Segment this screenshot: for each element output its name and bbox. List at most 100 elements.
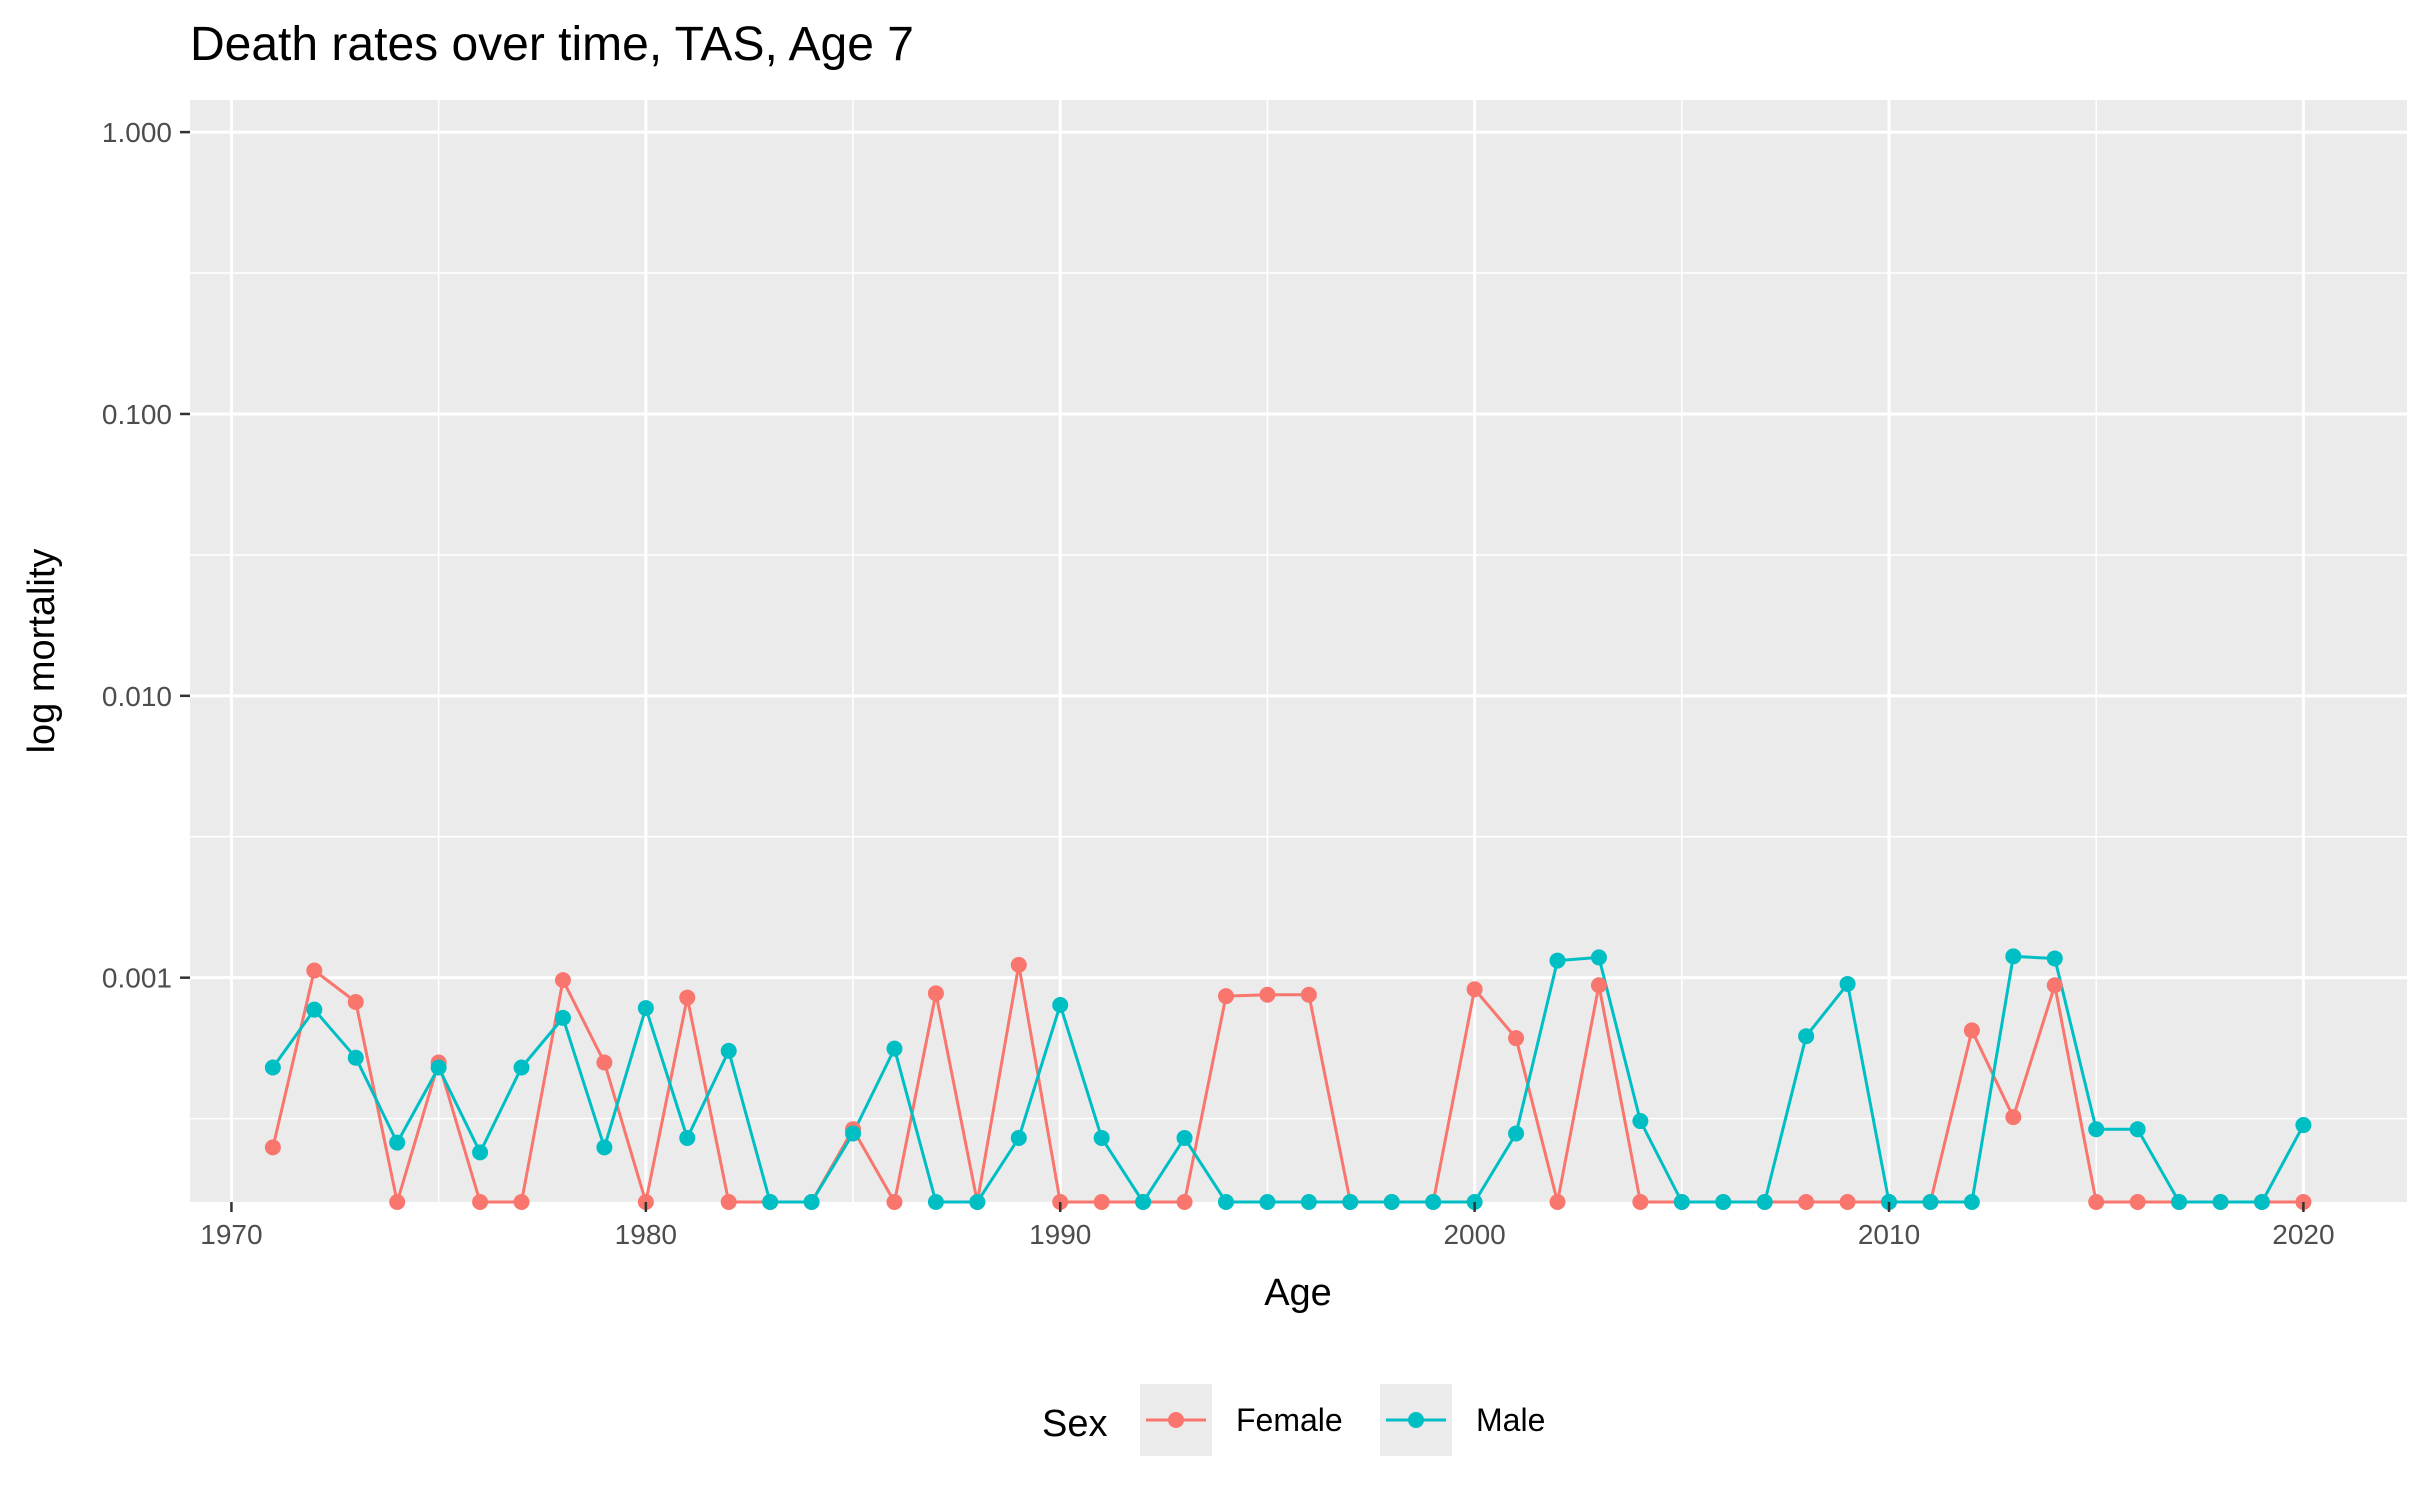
legend: Sex Female Male (1042, 1384, 1545, 1456)
female-data-point (1798, 1194, 1815, 1210)
male-data-point (1549, 952, 1566, 969)
female-data-point (347, 993, 364, 1010)
female-data-point (554, 972, 571, 989)
male-data-point (1176, 1129, 1193, 1146)
female-legend-point (1168, 1412, 1184, 1428)
female-data-point (264, 1139, 281, 1156)
male-data-point (1963, 1194, 1980, 1210)
male-data-point (1715, 1194, 1732, 1210)
male-data-point (2295, 1117, 2312, 1134)
male-data-point (1259, 1194, 1276, 1210)
male-data-point (264, 1059, 281, 1076)
male-data-point (1135, 1194, 1152, 1210)
y-axis-title: log mortality (21, 549, 63, 754)
male-data-point (1632, 1113, 1649, 1130)
male-data-point (2212, 1194, 2229, 1210)
female-data-point (1508, 1030, 1525, 1047)
y-tick-label: 0.100 (102, 399, 172, 430)
male-data-point (2046, 950, 2063, 967)
female-data-point (886, 1194, 903, 1210)
series-layer (264, 948, 2312, 1210)
male-data-point (1093, 1129, 1110, 1146)
x-tick-label: 1970 (200, 1219, 262, 1250)
male-data-point (472, 1144, 489, 1161)
female-data-point (1963, 1022, 1980, 1039)
x-tick-label: 2010 (1858, 1219, 1920, 1250)
male-data-point (1383, 1194, 1400, 1210)
male-data-point (1756, 1194, 1773, 1210)
male-data-point (389, 1134, 406, 1151)
female-data-point (2046, 977, 2063, 994)
x-tick-label: 2000 (1443, 1219, 1505, 1250)
male-data-point (1217, 1194, 1234, 1210)
male-data-point (1673, 1194, 1690, 1210)
x-axis: 1970 1980 1990 2000 2010 2020 (200, 1202, 2335, 1250)
male-data-point (1798, 1028, 1815, 1045)
male-data-point (554, 1009, 571, 1026)
legend-title: Sex (1042, 1403, 1107, 1445)
female-data-point (720, 1194, 737, 1210)
male-data-point (1508, 1125, 1525, 1142)
female-data-point (1176, 1194, 1193, 1210)
female-data-point (2088, 1194, 2105, 1210)
male-data-point (1922, 1194, 1939, 1210)
male-data-point (2171, 1194, 2188, 1210)
female-data-point (389, 1194, 406, 1210)
male-data-point (513, 1059, 530, 1076)
female-data-point (1217, 988, 1234, 1005)
y-axis: 0.001 0.010 0.100 1.000 (102, 117, 190, 994)
female-data-point (1590, 977, 1607, 994)
male-data-point (969, 1194, 986, 1210)
male-data-point (1342, 1194, 1359, 1210)
male-data-point (637, 1000, 654, 1017)
x-tick-label: 1980 (615, 1219, 677, 1250)
male-legend-point (1408, 1412, 1424, 1428)
x-tick-label: 1990 (1029, 1219, 1091, 1250)
female-data-point (927, 985, 944, 1002)
x-axis-title: Age (1264, 1272, 1332, 1314)
male-data-point (596, 1139, 613, 1156)
male-data-point (1010, 1129, 1027, 1146)
male-data-point (306, 1001, 323, 1018)
male-data-point (1425, 1194, 1442, 1210)
male-data-point (679, 1129, 696, 1146)
male-legend-label: Male (1476, 1402, 1545, 1438)
female-data-point (1093, 1194, 1110, 1210)
female-data-point (1549, 1194, 1566, 1210)
male-data-point (2088, 1121, 2105, 1138)
male-data-point (1052, 996, 1069, 1013)
female-legend-label: Female (1236, 1402, 1343, 1438)
female-data-point (306, 962, 323, 979)
x-tick-label: 2020 (2272, 1219, 2334, 1250)
female-data-point (1839, 1194, 1856, 1210)
chart-title: Death rates over time, TAS, Age 7 (190, 18, 914, 71)
female-data-point (1259, 986, 1276, 1003)
male-data-point (2005, 948, 2022, 965)
male-data-point (927, 1194, 944, 1210)
y-tick-label: 0.010 (102, 681, 172, 712)
female-data-point (679, 989, 696, 1006)
female-data-point (513, 1194, 530, 1210)
male-data-point (2129, 1121, 2146, 1138)
male-data-point (845, 1125, 862, 1142)
female-data-point (2005, 1109, 2022, 1126)
y-tick-label: 1.000 (102, 117, 172, 148)
male-data-point (720, 1042, 737, 1059)
female-series-line (271, 963, 2304, 1204)
y-tick-label: 0.001 (102, 963, 172, 994)
male-data-point (347, 1049, 364, 1066)
male-data-point (1839, 975, 1856, 992)
male-data-point (1590, 949, 1607, 966)
female-data-point (596, 1054, 613, 1071)
male-data-point (1300, 1194, 1317, 1210)
female-data-point (2129, 1194, 2146, 1210)
male-data-point (2253, 1194, 2270, 1210)
female-data-point (1010, 956, 1027, 973)
female-data-point (472, 1194, 489, 1210)
male-data-point (803, 1194, 820, 1210)
female-data-point (1466, 981, 1483, 998)
female-data-point (1300, 986, 1317, 1003)
minor-gridlines (190, 100, 2407, 1202)
